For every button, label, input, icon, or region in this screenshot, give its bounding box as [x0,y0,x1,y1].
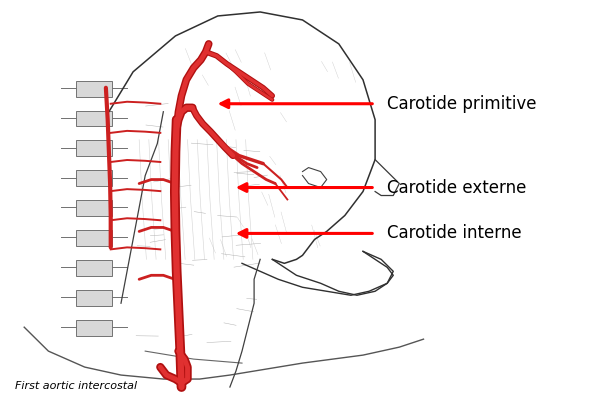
Text: Carotide interne: Carotide interne [387,224,522,243]
Bar [76,140,112,156]
Bar [76,260,112,276]
Bar [76,111,112,126]
Text: Carotide externe: Carotide externe [387,178,526,197]
Bar [76,230,112,246]
Bar [76,170,112,186]
Text: First aortic intercostal: First aortic intercostal [15,381,137,391]
Bar [76,81,112,97]
Text: Carotide primitive: Carotide primitive [387,95,537,113]
Bar [76,200,112,216]
Bar [76,320,112,336]
Bar [76,290,112,306]
